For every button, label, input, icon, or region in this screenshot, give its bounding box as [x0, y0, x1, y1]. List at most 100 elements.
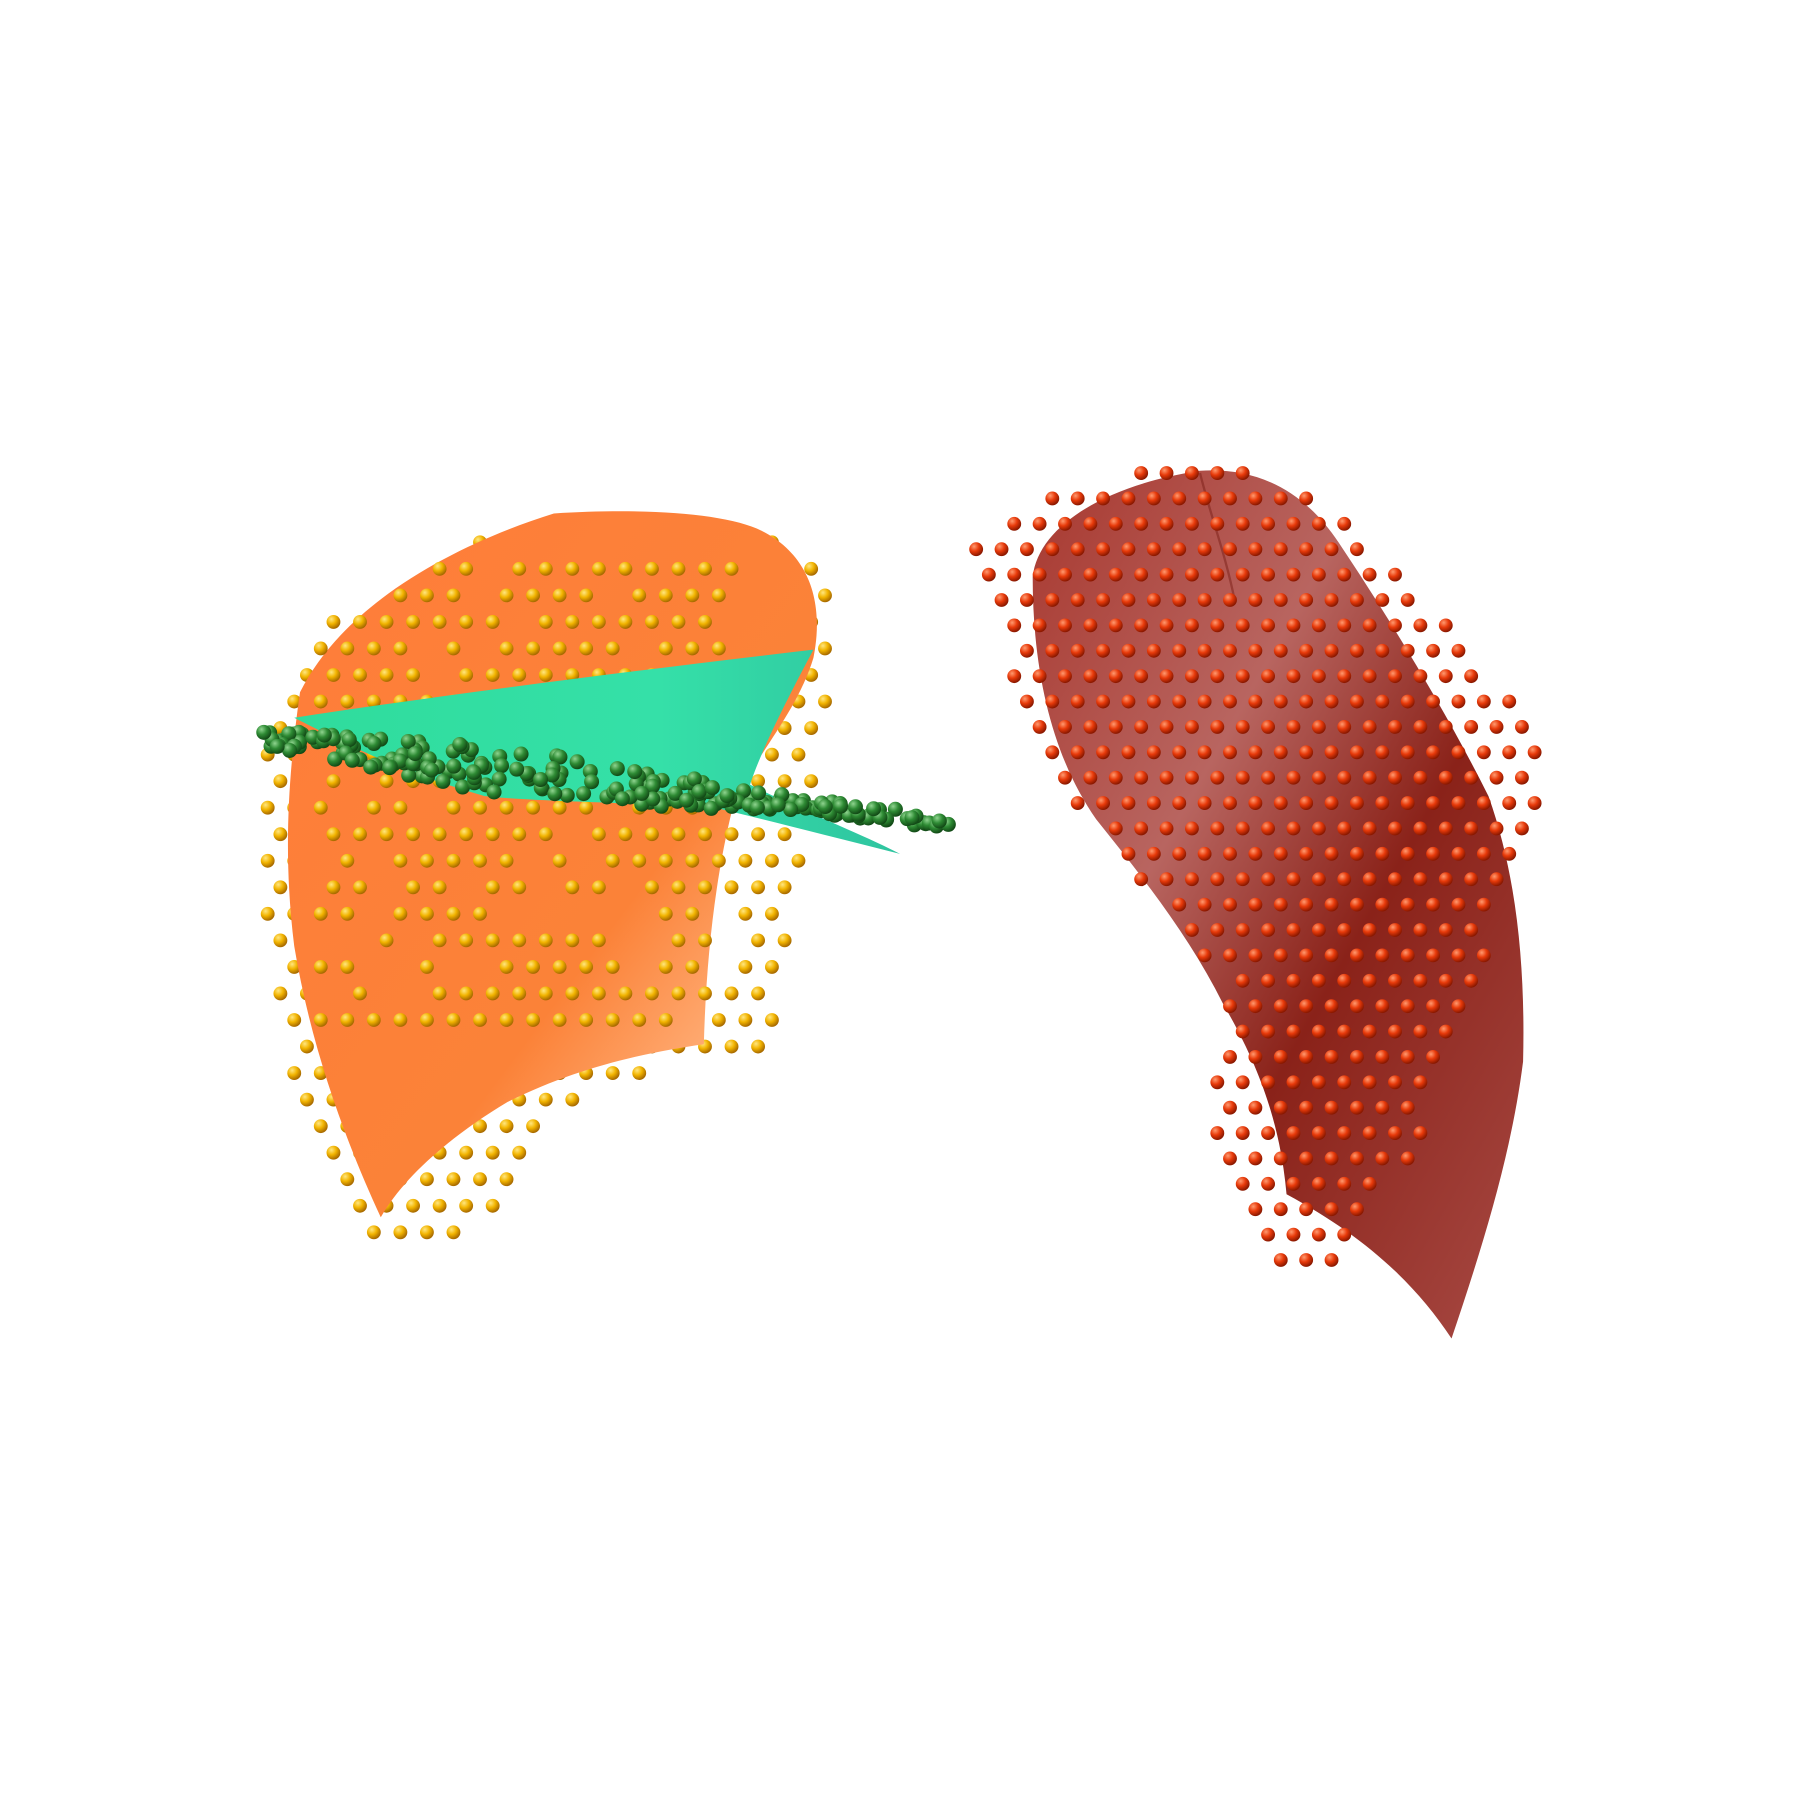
red-point	[1134, 669, 1149, 684]
red-point	[1083, 567, 1098, 582]
yellow-point	[485, 933, 500, 948]
yellow-point	[287, 1066, 302, 1080]
red-point	[1223, 491, 1237, 506]
red-point	[1426, 643, 1440, 658]
green-point	[751, 785, 767, 801]
yellow-point	[406, 615, 420, 629]
red-point	[1045, 643, 1060, 658]
red-point	[1375, 796, 1390, 810]
red-point	[1159, 618, 1174, 633]
red-point	[1248, 1100, 1263, 1115]
red-point	[1273, 1151, 1288, 1166]
red-point	[1146, 593, 1161, 607]
red-point	[1210, 1126, 1225, 1140]
red-point	[1261, 567, 1275, 582]
red-point	[1261, 872, 1275, 887]
red-point	[1070, 796, 1085, 810]
red-point	[1375, 694, 1390, 709]
red-point	[1324, 1202, 1339, 1217]
red-point	[1159, 872, 1174, 887]
green-point	[614, 791, 630, 807]
red-point	[1261, 516, 1275, 531]
yellow-point	[393, 1013, 408, 1027]
red-point	[1337, 973, 1352, 988]
red-point	[1185, 516, 1199, 531]
yellow-point	[273, 986, 288, 1001]
yellow-point	[485, 880, 500, 895]
red-point	[1337, 923, 1352, 937]
green-point	[363, 759, 379, 775]
red-point	[1426, 1050, 1440, 1064]
red-point	[1083, 516, 1098, 531]
red-point	[1235, 821, 1250, 836]
yellow-point	[538, 827, 553, 842]
yellow-point	[645, 880, 659, 895]
red-point	[1476, 694, 1491, 709]
red-point	[1438, 669, 1453, 684]
yellow-point	[326, 880, 341, 895]
green-point	[866, 801, 882, 817]
red-point	[1273, 491, 1288, 506]
yellow-point	[658, 1013, 673, 1027]
green-point	[466, 764, 482, 780]
red-point	[1197, 846, 1212, 861]
yellow-point	[591, 561, 606, 576]
red-point	[1223, 999, 1237, 1014]
red-point	[1273, 796, 1288, 810]
red-point	[1311, 821, 1326, 836]
green-point	[552, 749, 568, 765]
red-point	[1159, 669, 1174, 684]
red-point	[1311, 567, 1326, 582]
red-point	[1350, 1100, 1364, 1115]
red-point	[1197, 542, 1212, 557]
green-point	[847, 799, 863, 815]
green-point	[817, 799, 833, 815]
red-point	[1261, 618, 1275, 633]
red-point	[1096, 542, 1110, 557]
yellow-point	[765, 906, 779, 921]
green-point	[400, 733, 416, 749]
yellow-point	[591, 827, 606, 842]
green-point	[366, 736, 382, 752]
yellow-point	[698, 933, 712, 948]
red-point	[1438, 618, 1453, 633]
yellow-point	[512, 827, 527, 842]
yellow-point	[406, 668, 420, 682]
red-point	[1223, 745, 1237, 760]
red-point	[1476, 897, 1491, 912]
red-point	[1451, 999, 1466, 1014]
yellow-point	[565, 615, 580, 629]
yellow-point	[499, 1119, 514, 1134]
yellow-point	[591, 615, 606, 629]
green-point	[341, 732, 357, 748]
red-point	[1464, 821, 1479, 836]
red-point	[1337, 1227, 1352, 1242]
red-point	[1311, 973, 1326, 988]
red-point	[1451, 948, 1466, 963]
red-point	[1261, 669, 1275, 684]
red-point	[1159, 770, 1174, 785]
red-point	[1299, 694, 1314, 709]
red-point	[1362, 821, 1377, 836]
red-point	[1185, 669, 1199, 684]
red-point	[1070, 694, 1085, 709]
yellow-point	[459, 615, 474, 629]
red-point	[1273, 897, 1288, 912]
red-point	[1121, 491, 1136, 506]
red-point	[1108, 720, 1123, 734]
red-point	[1299, 542, 1314, 557]
yellow-point	[777, 933, 792, 948]
red-point	[1311, 516, 1326, 531]
red-point	[1324, 694, 1339, 709]
red-point	[1299, 491, 1314, 506]
yellow-point	[804, 774, 819, 789]
red-point	[1324, 1253, 1339, 1267]
red-point	[1134, 516, 1149, 531]
yellow-point	[446, 800, 461, 815]
yellow-point	[698, 615, 712, 629]
yellow-point	[751, 1039, 765, 1054]
yellow-point	[658, 906, 673, 921]
red-point	[1502, 694, 1517, 709]
green-point	[327, 751, 343, 767]
red-point	[1311, 770, 1326, 785]
